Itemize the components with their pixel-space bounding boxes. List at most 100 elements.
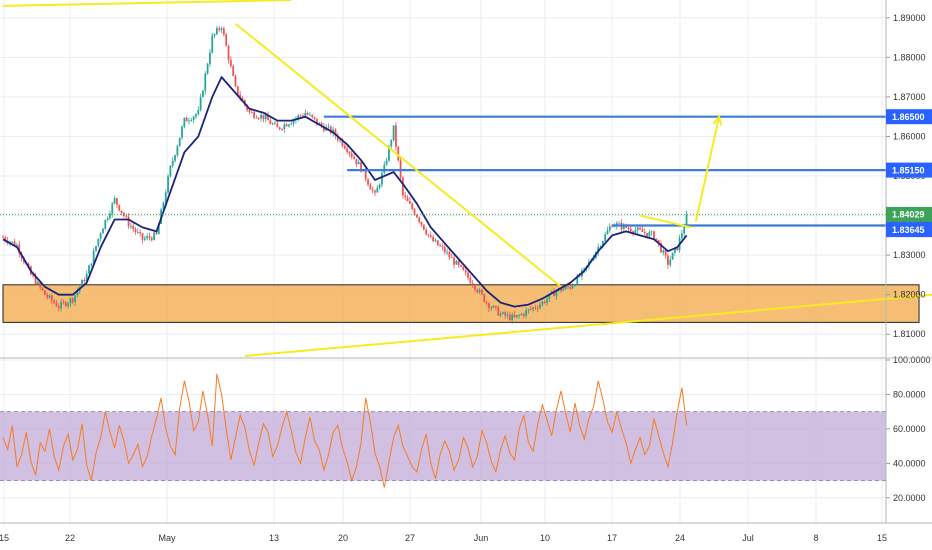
candle: [508, 311, 511, 322]
candle: [43, 289, 46, 296]
candle: [441, 243, 444, 251]
candle: [353, 153, 355, 160]
candle: [71, 296, 74, 305]
trendline[interactable]: [639, 214, 692, 229]
candle: [495, 305, 497, 311]
candle: [218, 26, 221, 33]
candle: [434, 238, 437, 243]
candle: [497, 305, 500, 317]
candle: [525, 307, 528, 319]
candle: [485, 300, 488, 306]
candle: [95, 245, 97, 252]
candle: [397, 145, 400, 162]
candle: [271, 122, 274, 126]
candle: [662, 248, 665, 256]
trendline[interactable]: [234, 22, 562, 288]
candle: [171, 157, 174, 169]
candle: [174, 154, 176, 163]
candle: [134, 227, 137, 235]
candle: [369, 182, 372, 190]
candle: [176, 144, 179, 158]
candle: [192, 115, 195, 123]
candle: [148, 232, 151, 241]
rsi-polyline[interactable]: [2, 373, 688, 488]
candle: [432, 234, 435, 242]
candle: [471, 279, 474, 289]
candle: [569, 286, 572, 291]
candle: [378, 183, 381, 190]
candle: [281, 128, 283, 132]
candle: [190, 117, 193, 122]
candle: [681, 229, 683, 241]
candle: [320, 121, 323, 129]
candle: [462, 266, 465, 271]
candle: [520, 312, 523, 316]
candle: [501, 311, 504, 315]
candle: [541, 300, 544, 307]
candle: [476, 288, 479, 294]
candle: [129, 222, 132, 229]
trendlines: [2, 0, 932, 357]
trendline[interactable]: [244, 293, 932, 357]
horizontal-levels: [0, 115, 886, 227]
candle: [248, 109, 251, 115]
candle: [425, 227, 428, 236]
candle: [606, 226, 609, 235]
candle: [278, 126, 281, 131]
candle: [150, 236, 153, 242]
candle: [97, 238, 100, 248]
candle: [420, 221, 423, 228]
candle: [608, 223, 611, 233]
candle: [90, 263, 93, 268]
candle: [60, 298, 63, 312]
candle: [355, 158, 358, 168]
candle: [671, 252, 674, 260]
candle: [685, 210, 688, 228]
candle: [67, 301, 69, 309]
svg-text:1.85150: 1.85150: [892, 165, 925, 175]
candle: [404, 192, 407, 201]
candle: [390, 138, 393, 150]
candle: [274, 121, 276, 125]
candle: [667, 253, 669, 269]
candle: [357, 159, 360, 165]
price-tick-label: 1.89000: [893, 13, 926, 23]
candle: [153, 229, 156, 241]
candle: [127, 213, 130, 229]
x-tick-label: 22: [65, 533, 75, 543]
candle: [643, 228, 646, 236]
svg-text:1.86500: 1.86500: [892, 112, 925, 122]
candle: [411, 201, 414, 211]
trendline[interactable]: [2, 0, 292, 7]
candle: [204, 71, 207, 95]
candle: [648, 229, 651, 238]
candle: [469, 274, 472, 284]
candle: [402, 176, 404, 199]
rsi-tick-label: 80.0000: [893, 389, 926, 399]
x-tick-label: 17: [607, 533, 617, 543]
candle: [422, 224, 425, 231]
candle: [120, 210, 123, 216]
candle: [376, 184, 379, 193]
candle: [46, 292, 49, 300]
candle: [488, 302, 490, 312]
candle: [343, 143, 346, 150]
candle: [478, 287, 481, 295]
candle: [669, 255, 672, 268]
candle: [574, 284, 576, 287]
candle: [467, 270, 469, 281]
candle: [439, 242, 441, 248]
candle: [183, 117, 186, 129]
candle: [350, 150, 353, 160]
projection-arrow[interactable]: [694, 114, 723, 222]
candle: [74, 294, 76, 307]
moving-average-line[interactable]: [2, 76, 688, 308]
candle: [527, 308, 530, 314]
candle: [492, 305, 495, 309]
candle: [518, 313, 521, 319]
support-zone-box[interactable]: [2, 284, 920, 323]
candle: [406, 194, 409, 202]
candle: [62, 299, 65, 305]
candle: [48, 294, 51, 300]
